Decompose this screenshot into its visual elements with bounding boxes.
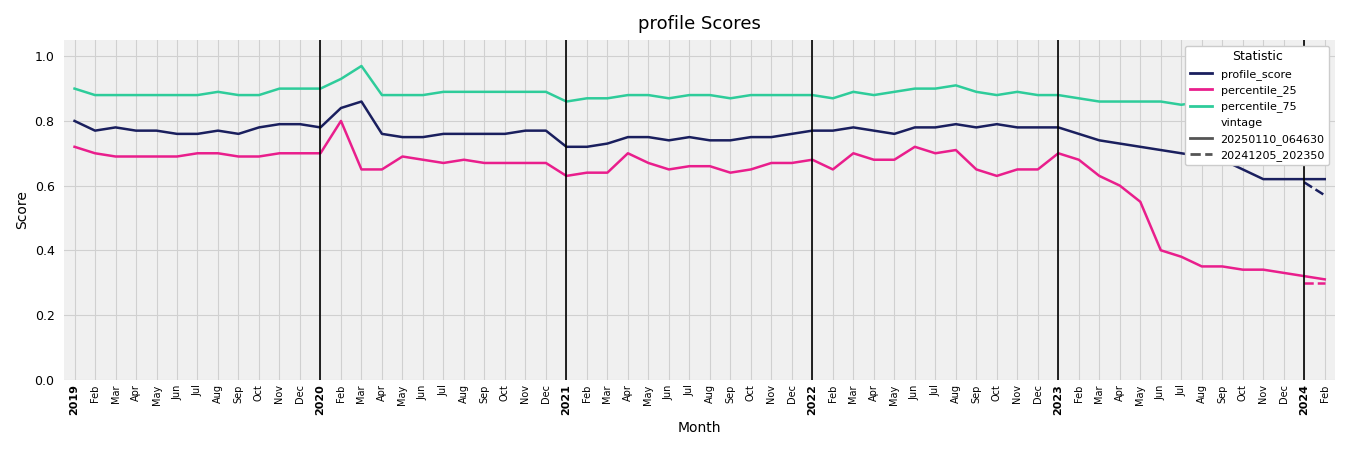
profile_score [354, 99, 370, 104]
profile_score [702, 138, 718, 143]
Title: profile Scores: profile Scores [639, 15, 761, 33]
profile_score [312, 125, 328, 130]
Line: percentile_75: percentile_75 [74, 66, 1324, 111]
percentile_25 [66, 144, 82, 149]
profile_score [845, 125, 861, 130]
percentile_25 [312, 151, 328, 156]
percentile_75 [1173, 102, 1189, 108]
Line: profile_score: profile_score [74, 102, 1324, 179]
percentile_25 [845, 151, 861, 156]
percentile_25 [702, 163, 718, 169]
percentile_25 [414, 157, 431, 162]
percentile_75 [845, 89, 861, 94]
percentile_75 [66, 86, 82, 91]
percentile_25 [169, 154, 185, 159]
Line: percentile_25: percentile_25 [74, 121, 1324, 279]
profile_score [169, 131, 185, 136]
profile_score [66, 118, 82, 124]
percentile_75 [169, 92, 185, 98]
Y-axis label: Score: Score [15, 190, 28, 230]
percentile_25 [1316, 277, 1332, 282]
percentile_75 [702, 92, 718, 98]
profile_score [1316, 176, 1332, 182]
percentile_75 [414, 92, 431, 98]
percentile_25 [1173, 254, 1189, 260]
percentile_75 [1316, 108, 1332, 114]
percentile_75 [312, 86, 328, 91]
X-axis label: Month: Month [678, 421, 721, 435]
profile_score [1256, 176, 1272, 182]
percentile_25 [333, 118, 350, 124]
percentile_75 [354, 63, 370, 69]
Legend: profile_score, percentile_25, percentile_75, vintage, 20250110_064630, 20241205_: profile_score, percentile_25, percentile… [1185, 45, 1330, 166]
percentile_75 [1296, 108, 1312, 114]
profile_score [1173, 151, 1189, 156]
profile_score [414, 135, 431, 140]
